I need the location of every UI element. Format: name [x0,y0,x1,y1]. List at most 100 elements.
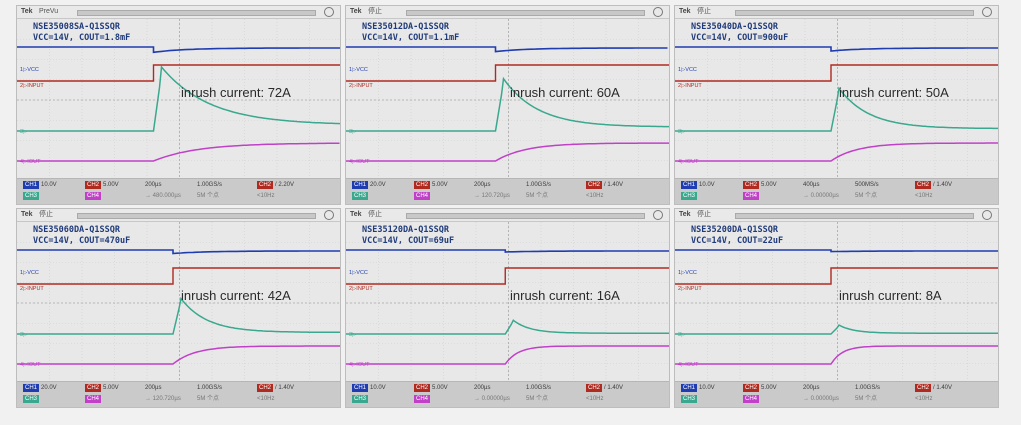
ch3-badge[interactable]: CH3 [681,192,698,200]
menu-circle-icon[interactable] [653,7,663,17]
sample-rate: 1.00GS/s [197,182,223,188]
acquisition-status: 停止 [39,211,53,218]
scope-top-bar: Tek 停止 [675,6,998,19]
chart-subtitle: VCC=14V, COUT=22uF [691,236,784,246]
ch2-badge[interactable]: CH2 [85,181,102,189]
ch4-label: 4▷IOUT [20,362,41,368]
ch3-marker-icon: 3▷ [678,129,686,135]
scope-panel: Tek 停止 1▷VCC 2▷INPUT 3▷ 4▷IOUT NSE35060DA-Q1SS… [16,208,341,408]
horizontal-position: → 0.00000µs [474,396,510,402]
menu-circle-icon[interactable] [324,210,334,220]
inrush-annotation: inrush current: 72A [181,85,291,100]
ch1-scale: 10.0V [370,385,386,391]
brand-label: Tek [21,8,33,15]
ch2-label: 2▷INPUT [349,286,373,292]
trigger-level: / 1.40V [933,385,953,391]
trigger-source-badge[interactable]: CH2 [915,384,932,392]
inrush-annotation: inrush current: 8A [839,288,942,303]
ch4-iout-trace [17,142,340,162]
trigger-level: / 2.20V [275,182,295,188]
ch2-badge[interactable]: CH2 [414,384,431,392]
scope-top-bar: Tek 停止 [346,6,669,19]
ch2-badge[interactable]: CH2 [743,384,760,392]
ch2-badge[interactable]: CH2 [414,181,431,189]
ch4-badge[interactable]: CH4 [414,395,431,403]
ch2-badge[interactable]: CH2 [743,181,760,189]
ch3-current-trace [17,65,340,132]
ch1-badge[interactable]: CH1 [352,181,369,189]
ch1-vcc-trace [675,46,998,52]
time-scale: 200µs [474,385,491,391]
scope-panel: Tek 停止 1▷VCC 2▷INPUT 3▷ 4▷IOUT NSE35200DA-Q1SS… [674,208,999,408]
sample-rate: 1.00GS/s [855,385,881,391]
waveform-svg [675,19,998,181]
ch4-badge[interactable]: CH4 [743,395,760,403]
ch4-iout-trace [346,142,669,162]
scope-panel: Tek 停止 1▷VCC 2▷INPUT 3▷ 4▷IOUT NSE35120DA-Q1SS… [345,208,670,408]
time-scale: 400µs [803,182,820,188]
ch3-badge[interactable]: CH3 [352,395,369,403]
acquisition-status: 停止 [368,8,382,15]
trigger-source-badge[interactable]: CH2 [257,181,274,189]
menu-circle-icon[interactable] [982,210,992,220]
ch4-badge[interactable]: CH4 [85,192,102,200]
ch2-scale: 5.00V [432,182,448,188]
trigger-source-badge[interactable]: CH2 [915,181,932,189]
ch3-badge[interactable]: CH3 [23,395,40,403]
chart-subtitle: VCC=14V, COUT=1.8mF [33,33,131,43]
record-position-bar [735,213,974,219]
ch4-badge[interactable]: CH4 [414,192,431,200]
ch2-badge[interactable]: CH2 [85,384,102,392]
waveform-area: 1▷VCC 2▷INPUT 3▷ 4▷IOUT NSE35008SA-Q1SSQR VCC… [17,19,340,181]
ch3-badge[interactable]: CH3 [23,192,40,200]
ch2-input-trace [675,64,998,82]
status-row-2: CH3 CH4 → 120.720µs 5M 个点 <10Hz [21,395,338,405]
ch2-label: 2▷INPUT [678,83,702,89]
sample-rate: 1.00GS/s [197,385,223,391]
horizontal-position: → 120.720µs [145,396,181,402]
scope-status-bar: CH1 10.0V CH2 5.00V 400µs 500MS/s CH2/ 1.40V CH… [675,178,998,204]
menu-circle-icon[interactable] [324,7,334,17]
ch3-current-trace [17,296,340,335]
ch1-badge[interactable]: CH1 [352,384,369,392]
chart-title: NSE35060DA-Q1SSQR [33,225,120,235]
waveform-svg [346,222,669,384]
time-scale: 200µs [145,385,162,391]
ch1-label: 1▷VCC [20,270,39,276]
trigger-source-badge[interactable]: CH2 [257,384,274,392]
scope-panel: Tek PreVu 1▷VCC 2▷INPUT 3▷ 4▷IOUT NSE35008SA-Q… [16,5,341,205]
waveform-svg [675,222,998,384]
ch1-vcc-trace [346,46,668,53]
ch1-badge[interactable]: CH1 [23,384,40,392]
status-row-2: CH3 CH4 → 0.00000µs 5M 个点 <10Hz [679,192,996,202]
trigger-frequency: <10Hz [586,193,604,199]
record-position-bar [77,213,316,219]
menu-circle-icon[interactable] [653,210,663,220]
ch1-badge[interactable]: CH1 [681,181,698,189]
status-row-1: CH1 10.0V CH2 5.00V 200µs 1.00GS/s CH2/ 2.20V [21,181,338,191]
ch4-iout-trace [675,345,998,365]
ch3-badge[interactable]: CH3 [681,395,698,403]
ch1-badge[interactable]: CH1 [681,384,698,392]
chart-subtitle: VCC=14V, COUT=69uF [362,236,455,246]
menu-circle-icon[interactable] [982,7,992,17]
ch4-badge[interactable]: CH4 [85,395,102,403]
record-position-bar [77,10,316,16]
ch4-badge[interactable]: CH4 [743,192,760,200]
record-length: 5M 个点 [197,193,220,199]
trigger-frequency: <10Hz [915,396,933,402]
ch1-scale: 10.0V [41,182,57,188]
ch3-badge[interactable]: CH3 [352,192,369,200]
trigger-source-badge[interactable]: CH2 [586,181,603,189]
acquisition-status: PreVu [39,8,59,15]
time-scale: 200µs [474,182,491,188]
trigger-source-badge[interactable]: CH2 [586,384,603,392]
ch1-badge[interactable]: CH1 [23,181,40,189]
chart-subtitle: VCC=14V, COUT=1.1mF [362,33,460,43]
ch1-scale: 10.0V [699,182,715,188]
ch2-label: 2▷INPUT [349,83,373,89]
ch4-label: 4▷IOUT [349,362,370,368]
ch2-scale: 5.00V [761,385,777,391]
inrush-annotation: inrush current: 50A [839,85,949,100]
ch1-scale: 10.0V [699,385,715,391]
